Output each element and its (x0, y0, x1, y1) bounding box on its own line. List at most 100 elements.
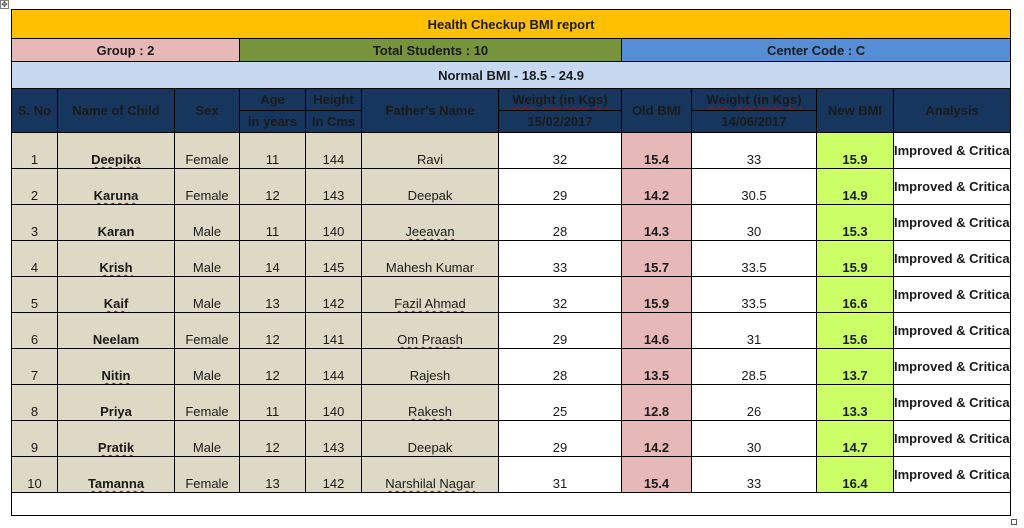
child-name-cell: Karuna (57, 168, 175, 205)
old-bmi-cell: 14.3 (621, 204, 692, 241)
sex-cell: Female (174, 456, 240, 493)
sex-cell: Male (174, 204, 240, 241)
weight-2-cell: 33 (691, 456, 817, 493)
weight-1-cell: 28 (498, 348, 622, 385)
header-name: Name of Child (57, 88, 175, 133)
age-cell: 12 (239, 168, 306, 205)
header-sno: S. No (11, 88, 58, 133)
sno-cell: 10 (11, 456, 58, 493)
weight-2-cell: 30 (691, 204, 817, 241)
analysis-cell: Improved & Critical (892, 312, 1012, 349)
weight-2-cell: 30.5 (691, 168, 817, 205)
header-height-unit: In Cms (305, 110, 362, 133)
table-row: 5 Kaif Male 13 142 Fazil Ahmad 32 15.9 3… (11, 276, 1012, 313)
table-row: 4 Krish Male 14 145 Mahesh Kumar 33 15.7… (11, 240, 1012, 277)
father-name-cell: Narshilal Nagar (361, 456, 499, 493)
sno-cell: 9 (11, 420, 58, 457)
height-cell: 141 (305, 312, 362, 349)
height-cell: 142 (305, 276, 362, 313)
height-cell: 145 (305, 240, 362, 277)
weight-1-cell: 31 (498, 456, 622, 493)
new-bmi-cell: 14.7 (816, 420, 894, 457)
analysis-cell: Improved & Critical (892, 132, 1012, 169)
height-cell: 143 (305, 420, 362, 457)
height-cell: 143 (305, 168, 362, 205)
table-row: 7 Nitin Male 12 144 Rajesh 28 13.5 28.5 … (11, 348, 1012, 385)
sex-cell: Male (174, 276, 240, 313)
sex-cell: Female (174, 384, 240, 421)
child-name-cell: Karan (57, 204, 175, 241)
group-cell: Group : 2 (11, 38, 240, 62)
header-date-1: 15/02/2017 (498, 110, 622, 133)
header-sex: Sex (174, 88, 240, 133)
father-name-cell: Om Praash (361, 312, 499, 349)
header-father: Father's Name (361, 88, 499, 133)
analysis-cell: Improved & Critical (892, 276, 1012, 313)
analysis-cell: Improved & Critical (892, 420, 1012, 457)
report-title: Health Checkup BMI report (10, 9, 1012, 39)
weight-2-cell: 26 (691, 384, 817, 421)
height-cell: 144 (305, 348, 362, 385)
weight-1-cell: 32 (498, 276, 622, 313)
header-row-bottom: in years In Cms 15/02/2017 14/06/2017 (12, 110, 1011, 133)
age-cell: 13 (239, 456, 306, 493)
age-cell: 11 (239, 204, 306, 241)
table-row: 1 Deepika Female 11 144 Ravi 32 15.4 33 … (11, 132, 1012, 169)
sno-cell: 8 (11, 384, 58, 421)
analysis-cell: Improved & Critical (892, 204, 1012, 241)
child-name-cell: Nitin (57, 348, 175, 385)
table-row: 3 Karan Male 11 140 Jeeavan 28 14.3 30 1… (11, 204, 1012, 241)
old-bmi-cell: 15.4 (621, 456, 692, 493)
new-bmi-cell: 15.9 (816, 132, 894, 169)
height-cell: 140 (305, 384, 362, 421)
normal-bmi-range: Normal BMI - 18.5 - 24.9 (10, 61, 1012, 89)
sno-cell: 3 (11, 204, 58, 241)
child-name-cell: Deepika (57, 132, 175, 169)
analysis-cell: Improved & Critical (892, 348, 1012, 385)
new-bmi-cell: 15.9 (816, 240, 894, 277)
info-row: Group : 2 Total Students : 10 Center Cod… (11, 38, 1012, 62)
table-row: 6 Neelam Female 12 141 Om Praash 29 14.6… (11, 312, 1012, 349)
table-resize-handle-icon[interactable] (1011, 519, 1017, 525)
weight-2-cell: 30 (691, 420, 817, 457)
new-bmi-cell: 16.6 (816, 276, 894, 313)
height-cell: 142 (305, 456, 362, 493)
height-cell: 140 (305, 204, 362, 241)
analysis-cell: Improved & Critical (892, 384, 1012, 421)
father-name-cell: Rakesh (361, 384, 499, 421)
header-age: Age (239, 88, 306, 111)
table-row: 10 Tamanna Female 13 142 Narshilal Nagar… (11, 456, 1012, 493)
weight-2-cell: 28.5 (691, 348, 817, 385)
sno-cell: 4 (11, 240, 58, 277)
sno-cell: 6 (11, 312, 58, 349)
old-bmi-cell: 15.7 (621, 240, 692, 277)
new-bmi-cell: 16.4 (816, 456, 894, 493)
table-move-handle-icon[interactable]: ✥ (0, 0, 9, 9)
new-bmi-cell: 13.3 (816, 384, 894, 421)
sex-cell: Female (174, 132, 240, 169)
child-name-cell: Priya (57, 384, 175, 421)
weight-1-cell: 25 (498, 384, 622, 421)
header-row-top: S. No Name of Child Sex Age Height Fathe… (11, 88, 1012, 133)
weight-2-cell: 31 (691, 312, 817, 349)
weight-1-cell: 29 (498, 420, 622, 457)
empty-footer-cell[interactable] (10, 492, 1012, 516)
sno-cell: 2 (11, 168, 58, 205)
sno-cell: 1 (11, 132, 58, 169)
father-name-cell: Ravi (361, 132, 499, 169)
weight-2-cell: 33.5 (691, 276, 817, 313)
empty-footer-row (10, 492, 1012, 516)
bmi-report-table: Health Checkup BMI report Group : 2 Tota… (10, 9, 1012, 516)
sno-cell: 5 (11, 276, 58, 313)
header-date-2: 14/06/2017 (691, 110, 817, 133)
age-cell: 13 (239, 276, 306, 313)
total-students-cell: Total Students : 10 (239, 38, 622, 62)
father-name-cell: Deepak (361, 420, 499, 457)
old-bmi-cell: 14.2 (621, 168, 692, 205)
center-code-cell: Center Code : C (620, 38, 1012, 62)
weight-2-cell: 33 (691, 132, 817, 169)
weight-1-cell: 32 (498, 132, 622, 169)
normal-bmi-row: Normal BMI - 18.5 - 24.9 (10, 61, 1012, 89)
weight-1-cell: 29 (498, 168, 622, 205)
analysis-cell: Improved & Critical (892, 168, 1012, 205)
